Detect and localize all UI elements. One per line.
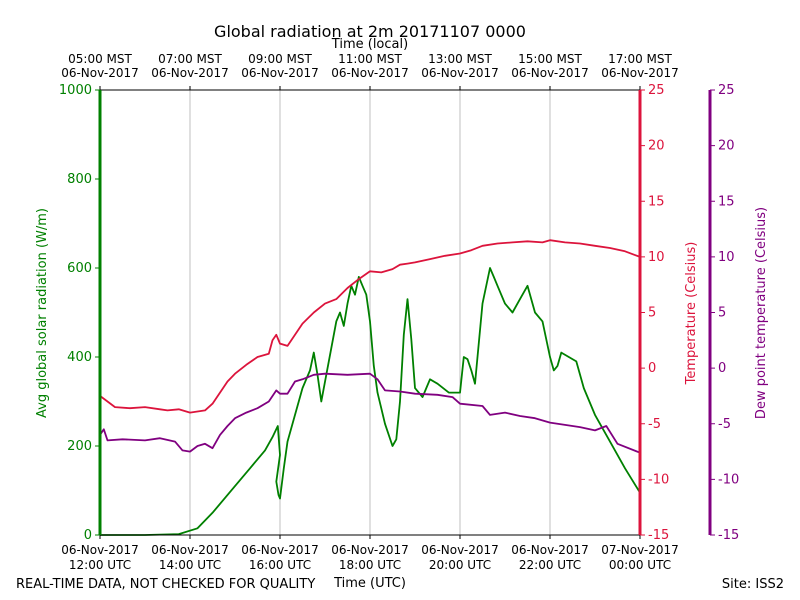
top-tick-label: 09:00 MST [248, 52, 312, 66]
top-tick-label: 06-Nov-2017 [601, 66, 679, 80]
grid-lines [189, 90, 551, 535]
x-tick-label: 06-Nov-2017 [151, 543, 229, 557]
x-tick-label: 00:00 UTC [609, 558, 671, 572]
top-tick-label: 06-Nov-2017 [151, 66, 229, 80]
left-tick-label: 0 [84, 528, 92, 543]
right-tick-label: 10 [648, 250, 665, 265]
top-axis-label: Time (local) [331, 37, 408, 52]
top-tick-label: 11:00 MST [338, 52, 402, 66]
chart-title: Global radiation at 2m 20171107 0000 [214, 22, 526, 41]
right-tick-label: -15 [718, 528, 739, 543]
right-tick-label: 20 [718, 139, 735, 154]
left-tick-label: 800 [67, 172, 92, 187]
series-line [99, 239, 641, 414]
x-tick-label: 06-Nov-2017 [511, 543, 589, 557]
right-tick-label: 25 [648, 83, 665, 98]
left-axis-label: Avg global solar radiation (W/m) [35, 208, 50, 418]
x-tick-label: 06-Nov-2017 [331, 543, 409, 557]
right-tick-label: 0 [648, 361, 656, 376]
footer-right: Site: ISS2 [722, 577, 784, 592]
right-tick-label: -5 [648, 417, 661, 432]
right-tick-label: -10 [648, 472, 669, 487]
x-tick-label: 16:00 UTC [249, 558, 311, 572]
right-axis-label-temperature: Temperature (Celsius) [684, 242, 699, 386]
left-tick-label: 1000 [59, 83, 92, 98]
x-tick-label: 06-Nov-2017 [241, 543, 319, 557]
footer-left: REAL-TIME DATA, NOT CHECKED FOR QUALITY [16, 577, 315, 592]
x-tick-label: 14:00 UTC [159, 558, 221, 572]
right-tick-label: 15 [648, 194, 665, 209]
right-tick-label: -10 [718, 472, 739, 487]
left-tick-label: 600 [67, 261, 92, 276]
right-tick-label: -5 [718, 417, 731, 432]
x-tick-label: 20:00 UTC [429, 558, 491, 572]
x-tick-label: 06-Nov-2017 [61, 543, 139, 557]
right-tick-label: -15 [648, 528, 669, 543]
top-tick-label: 06-Nov-2017 [61, 66, 139, 80]
top-tick-label: 07:00 MST [158, 52, 222, 66]
top-tick-label: 13:00 MST [428, 52, 492, 66]
x-tick-label: 18:00 UTC [339, 558, 401, 572]
right-tick-label: 25 [718, 83, 735, 98]
top-tick-label: 06-Nov-2017 [331, 66, 409, 80]
top-tick-label: 05:00 MST [68, 52, 132, 66]
right-axis-label-dewpoint: Dew point temperature (Celsius) [754, 207, 769, 419]
series-line [99, 372, 641, 454]
right-tick-label: 5 [648, 306, 656, 321]
top-tick-label: 06-Nov-2017 [421, 66, 499, 80]
right-tick-label: 20 [648, 139, 665, 154]
x-axis-label: Time (UTC) [333, 576, 406, 591]
top-tick-label: 06-Nov-2017 [241, 66, 319, 80]
top-tick-label: 17:00 MST [608, 52, 672, 66]
right-tick-label: 10 [718, 250, 735, 265]
right-tick-label: 5 [718, 306, 726, 321]
right-tick-label: 15 [718, 194, 735, 209]
x-tick-label: 07-Nov-2017 [601, 543, 679, 557]
x-tick-label: 22:00 UTC [519, 558, 581, 572]
x-tick-label: 06-Nov-2017 [421, 543, 499, 557]
series-line [100, 267, 641, 536]
top-tick-label: 06-Nov-2017 [511, 66, 589, 80]
right-tick-label: 0 [718, 361, 726, 376]
top-tick-label: 15:00 MST [518, 52, 582, 66]
left-tick-label: 200 [67, 439, 92, 454]
left-tick-label: 400 [67, 350, 92, 365]
series-lines [99, 239, 641, 536]
x-tick-label: 12:00 UTC [69, 558, 131, 572]
